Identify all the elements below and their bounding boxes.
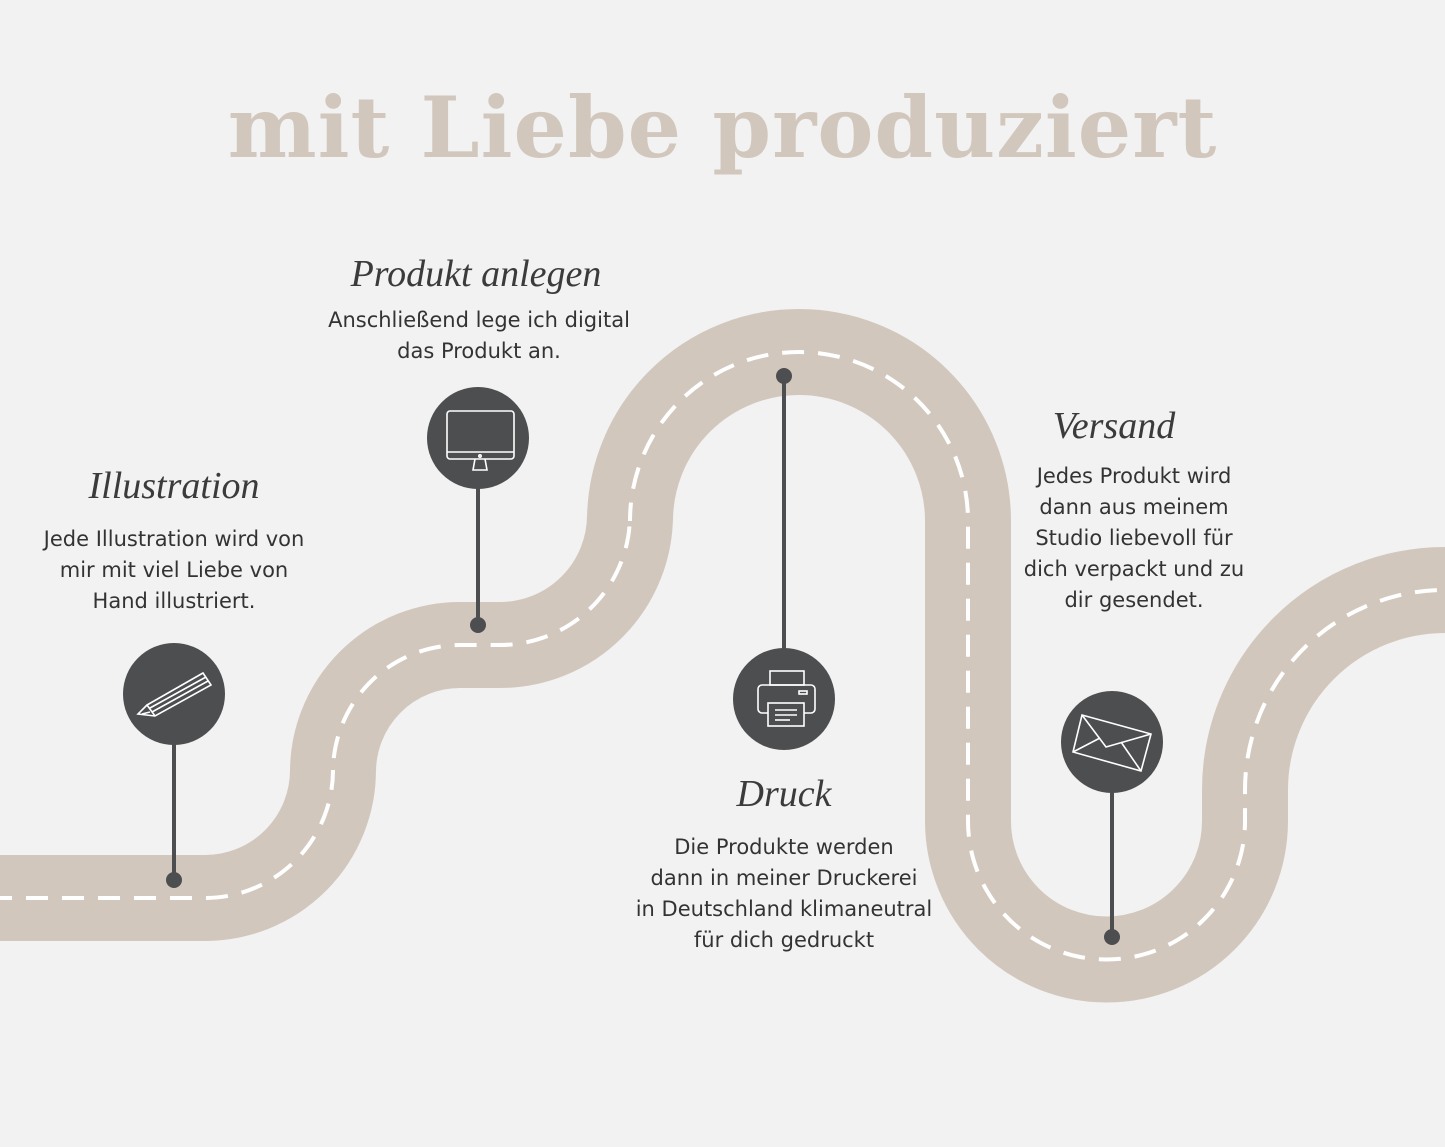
monitor-icon [446,410,515,471]
step-text-versand: Jedes Produkt wird dann aus meinem Studi… [1023,464,1245,612]
pin-versand [1061,691,1163,945]
pencil-icon [136,671,213,718]
step-text-produkt-anlegen: Anschließend lege ich digital das Produk… [328,308,630,363]
road-center-dashes [0,350,1445,962]
pin-produkt-anlegen [427,387,529,633]
step-text-druck: Die Produkte werden dann in meiner Druck… [635,835,933,952]
step-heading-druck: Druck [736,773,832,815]
printer-icon [757,670,816,727]
page-title: mit Liebe produziert [227,78,1218,177]
step-heading-produkt-anlegen: Produkt anlegen [350,253,602,295]
road [0,309,1445,1003]
pin-illustration [123,643,225,888]
step-heading-versand: Versand [1052,405,1176,447]
envelope-icon [1072,714,1152,772]
pin-druck [733,368,835,750]
step-heading-illustration: Illustration [88,465,260,507]
step-text-illustration: Jede Illustration wird von mir mit viel … [43,527,305,613]
